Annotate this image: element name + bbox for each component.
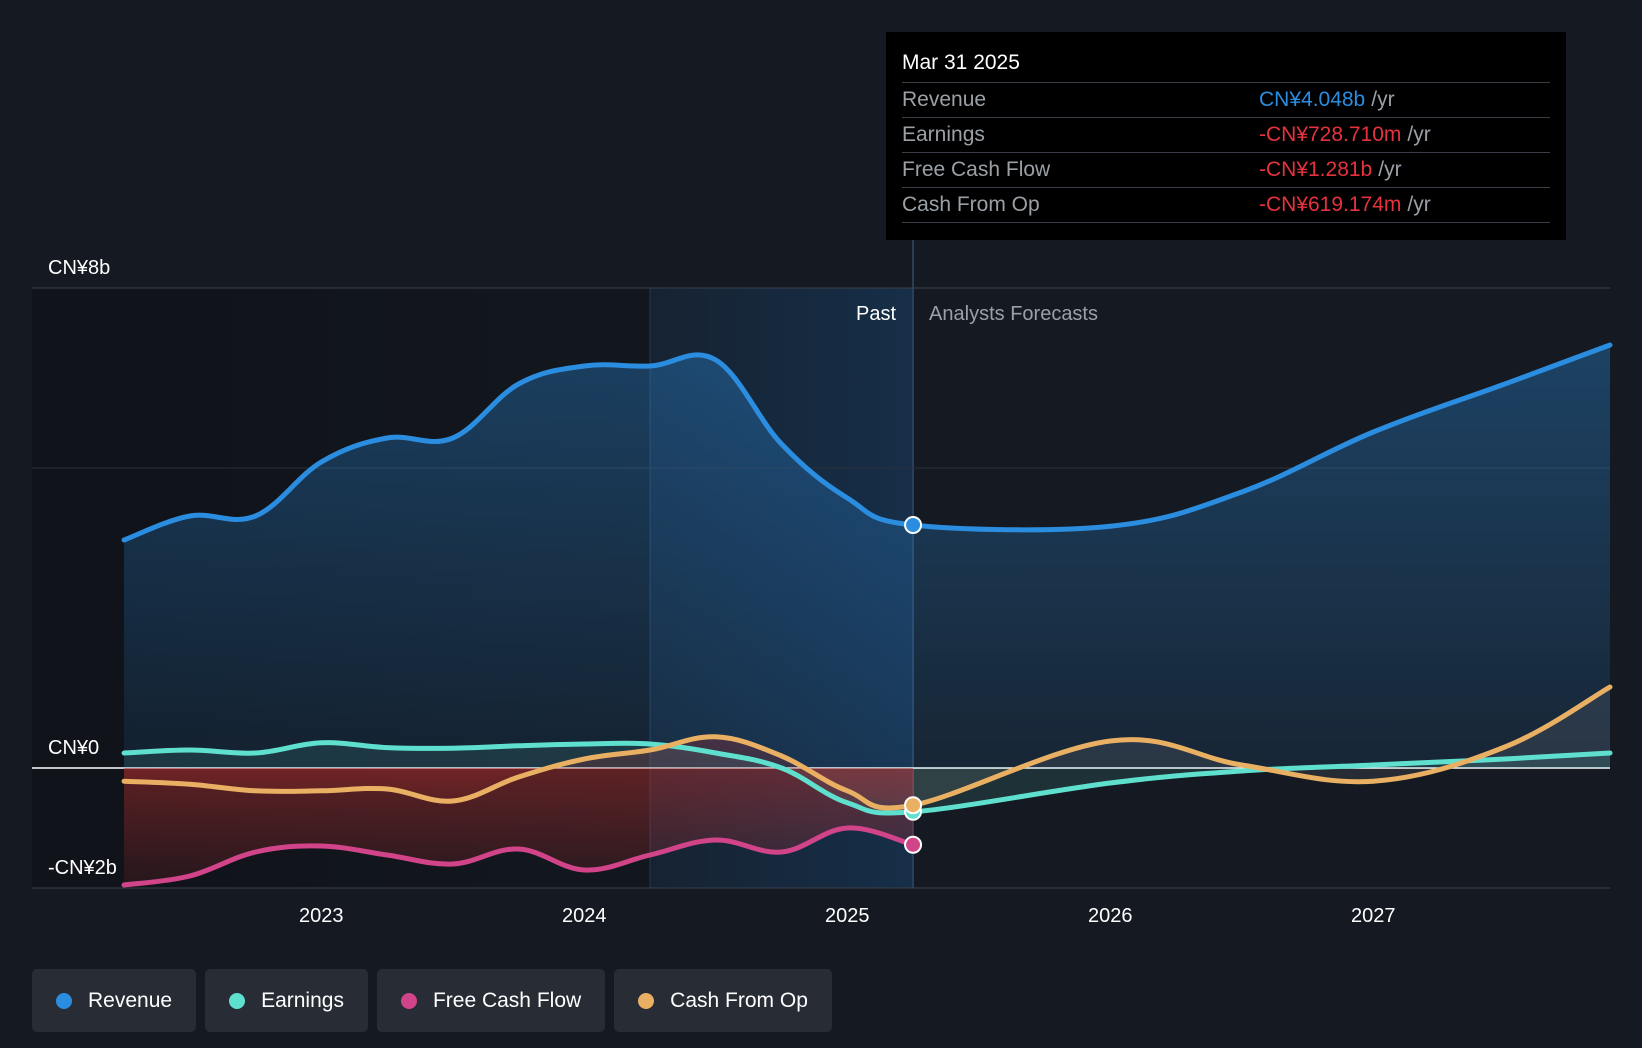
x-tick-label: 2024 bbox=[562, 905, 607, 927]
legend-label: Earnings bbox=[261, 988, 344, 1012]
y-tick-label: CN¥8b bbox=[48, 257, 110, 279]
tooltip-row-unit: /yr bbox=[1407, 123, 1431, 146]
tooltip-row-unit: /yr bbox=[1378, 158, 1402, 181]
legend: Revenue Earnings Free Cash Flow Cash Fro… bbox=[32, 969, 832, 1032]
tooltip-panel: Mar 31 2025 Revenue CN¥4.048b /yr Earnin… bbox=[886, 32, 1566, 240]
tooltip-row-value: -CN¥728.710m bbox=[1259, 123, 1402, 146]
tooltip-row-name: Free Cash Flow bbox=[902, 158, 1051, 181]
free-cash-flow-line bbox=[121, 825, 916, 888]
earnings-dot-icon bbox=[229, 992, 246, 1009]
x-tick-label: 2026 bbox=[1088, 905, 1133, 927]
legend-label: Free Cash Flow bbox=[432, 988, 582, 1012]
revenue-line bbox=[121, 342, 1613, 543]
legend-label: Revenue bbox=[88, 988, 173, 1012]
revenue-marker bbox=[904, 516, 923, 534]
legend-item-revenue[interactable]: Revenue bbox=[32, 969, 197, 1032]
tooltip-row-name: Cash From Op bbox=[902, 193, 1040, 216]
tooltip-row-free-cash-flow: Free Cash Flow -CN¥1.281b /yr bbox=[902, 153, 1550, 188]
cash-from-op-marker bbox=[904, 796, 923, 815]
legend-item-earnings[interactable]: Earnings bbox=[205, 969, 368, 1032]
past-label: Past bbox=[856, 303, 896, 325]
free-cash-flow-marker bbox=[904, 835, 923, 854]
tooltip-date: Mar 31 2025 bbox=[902, 46, 1550, 83]
tooltip-row-name: Earnings bbox=[902, 123, 985, 146]
earnings-line bbox=[121, 740, 1613, 816]
tooltip-row-name: Revenue bbox=[902, 88, 987, 111]
y-tick-label: CN¥0 bbox=[48, 737, 99, 759]
revenue-area bbox=[124, 345, 1610, 768]
forecast-label: Analysts Forecasts bbox=[929, 303, 1098, 325]
cash-from-op-line bbox=[121, 684, 1613, 811]
legend-label: Cash From Op bbox=[670, 988, 808, 1012]
x-tick-label: 2025 bbox=[825, 905, 870, 927]
legend-item-cash-from-op[interactable]: Cash From Op bbox=[614, 969, 832, 1032]
tooltip-row-value: -CN¥619.174m bbox=[1259, 193, 1402, 216]
tooltip-row-value: -CN¥1.281b bbox=[1259, 158, 1373, 181]
x-tick-label: 2023 bbox=[299, 905, 344, 927]
tooltip-row-revenue: Revenue CN¥4.048b /yr bbox=[902, 83, 1550, 118]
legend-item-free-cash-flow[interactable]: Free Cash Flow bbox=[376, 969, 606, 1032]
tooltip-row-unit: /yr bbox=[1371, 88, 1395, 111]
free-cash-flow-dot-icon bbox=[400, 992, 417, 1009]
tooltip-row-value: CN¥4.048b bbox=[1259, 88, 1366, 111]
revenue-dot-icon bbox=[56, 992, 72, 1009]
tooltip-row-unit: /yr bbox=[1407, 193, 1431, 216]
free-cash-flow-area bbox=[124, 768, 914, 885]
y-tick-label: -CN¥2b bbox=[48, 857, 117, 879]
tooltip-row-cash-from-op: Cash From Op -CN¥619.174m /yr bbox=[902, 188, 1550, 223]
tooltip-row-earnings: Earnings -CN¥728.710m /yr bbox=[902, 118, 1550, 153]
cash-from-op-dot-icon bbox=[638, 992, 655, 1009]
x-tick-label: 2027 bbox=[1351, 905, 1396, 927]
